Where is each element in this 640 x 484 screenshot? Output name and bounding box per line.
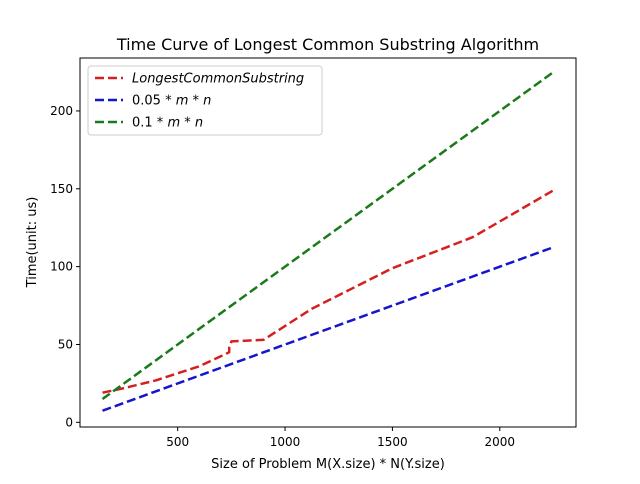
y-tick-label: 200 [50,104,73,118]
axes-frame [79,57,577,428]
y-tick-label: 50 [58,337,73,351]
y-tick-label: 0 [65,415,73,429]
chart-title: Time Curve of Longest Common Substring A… [116,35,539,54]
legend-label: 0.05 * m * n [132,94,211,109]
x-axis-label: Size of Problem M(X.size) * N(Y.size) [211,457,445,472]
legend-label: 0.1 * m * n [132,116,203,131]
plot-area [101,70,555,412]
legend-label: LongestCommonSubstring [132,72,304,87]
series-line-1 [102,189,555,394]
legend-box [87,65,323,136]
x-tick-label: 1500 [377,435,408,449]
x-tick-label: 1000 [270,435,301,449]
x-tick-label: 500 [166,435,189,449]
y-tick-label: 100 [50,260,73,274]
y-tick-label: 150 [50,182,73,196]
axis-ticks: 500 1000 1500 2000 0 50 100 150 200 [50,104,515,449]
x-tick-label: 2000 [485,435,516,449]
y-axis-label: Time(unit: us) [25,197,40,289]
series-line-3 [101,70,555,401]
legend: LongestCommonSubstring 0.05 * m * n 0.1 * … [87,65,323,136]
series-line-2 [102,246,554,412]
